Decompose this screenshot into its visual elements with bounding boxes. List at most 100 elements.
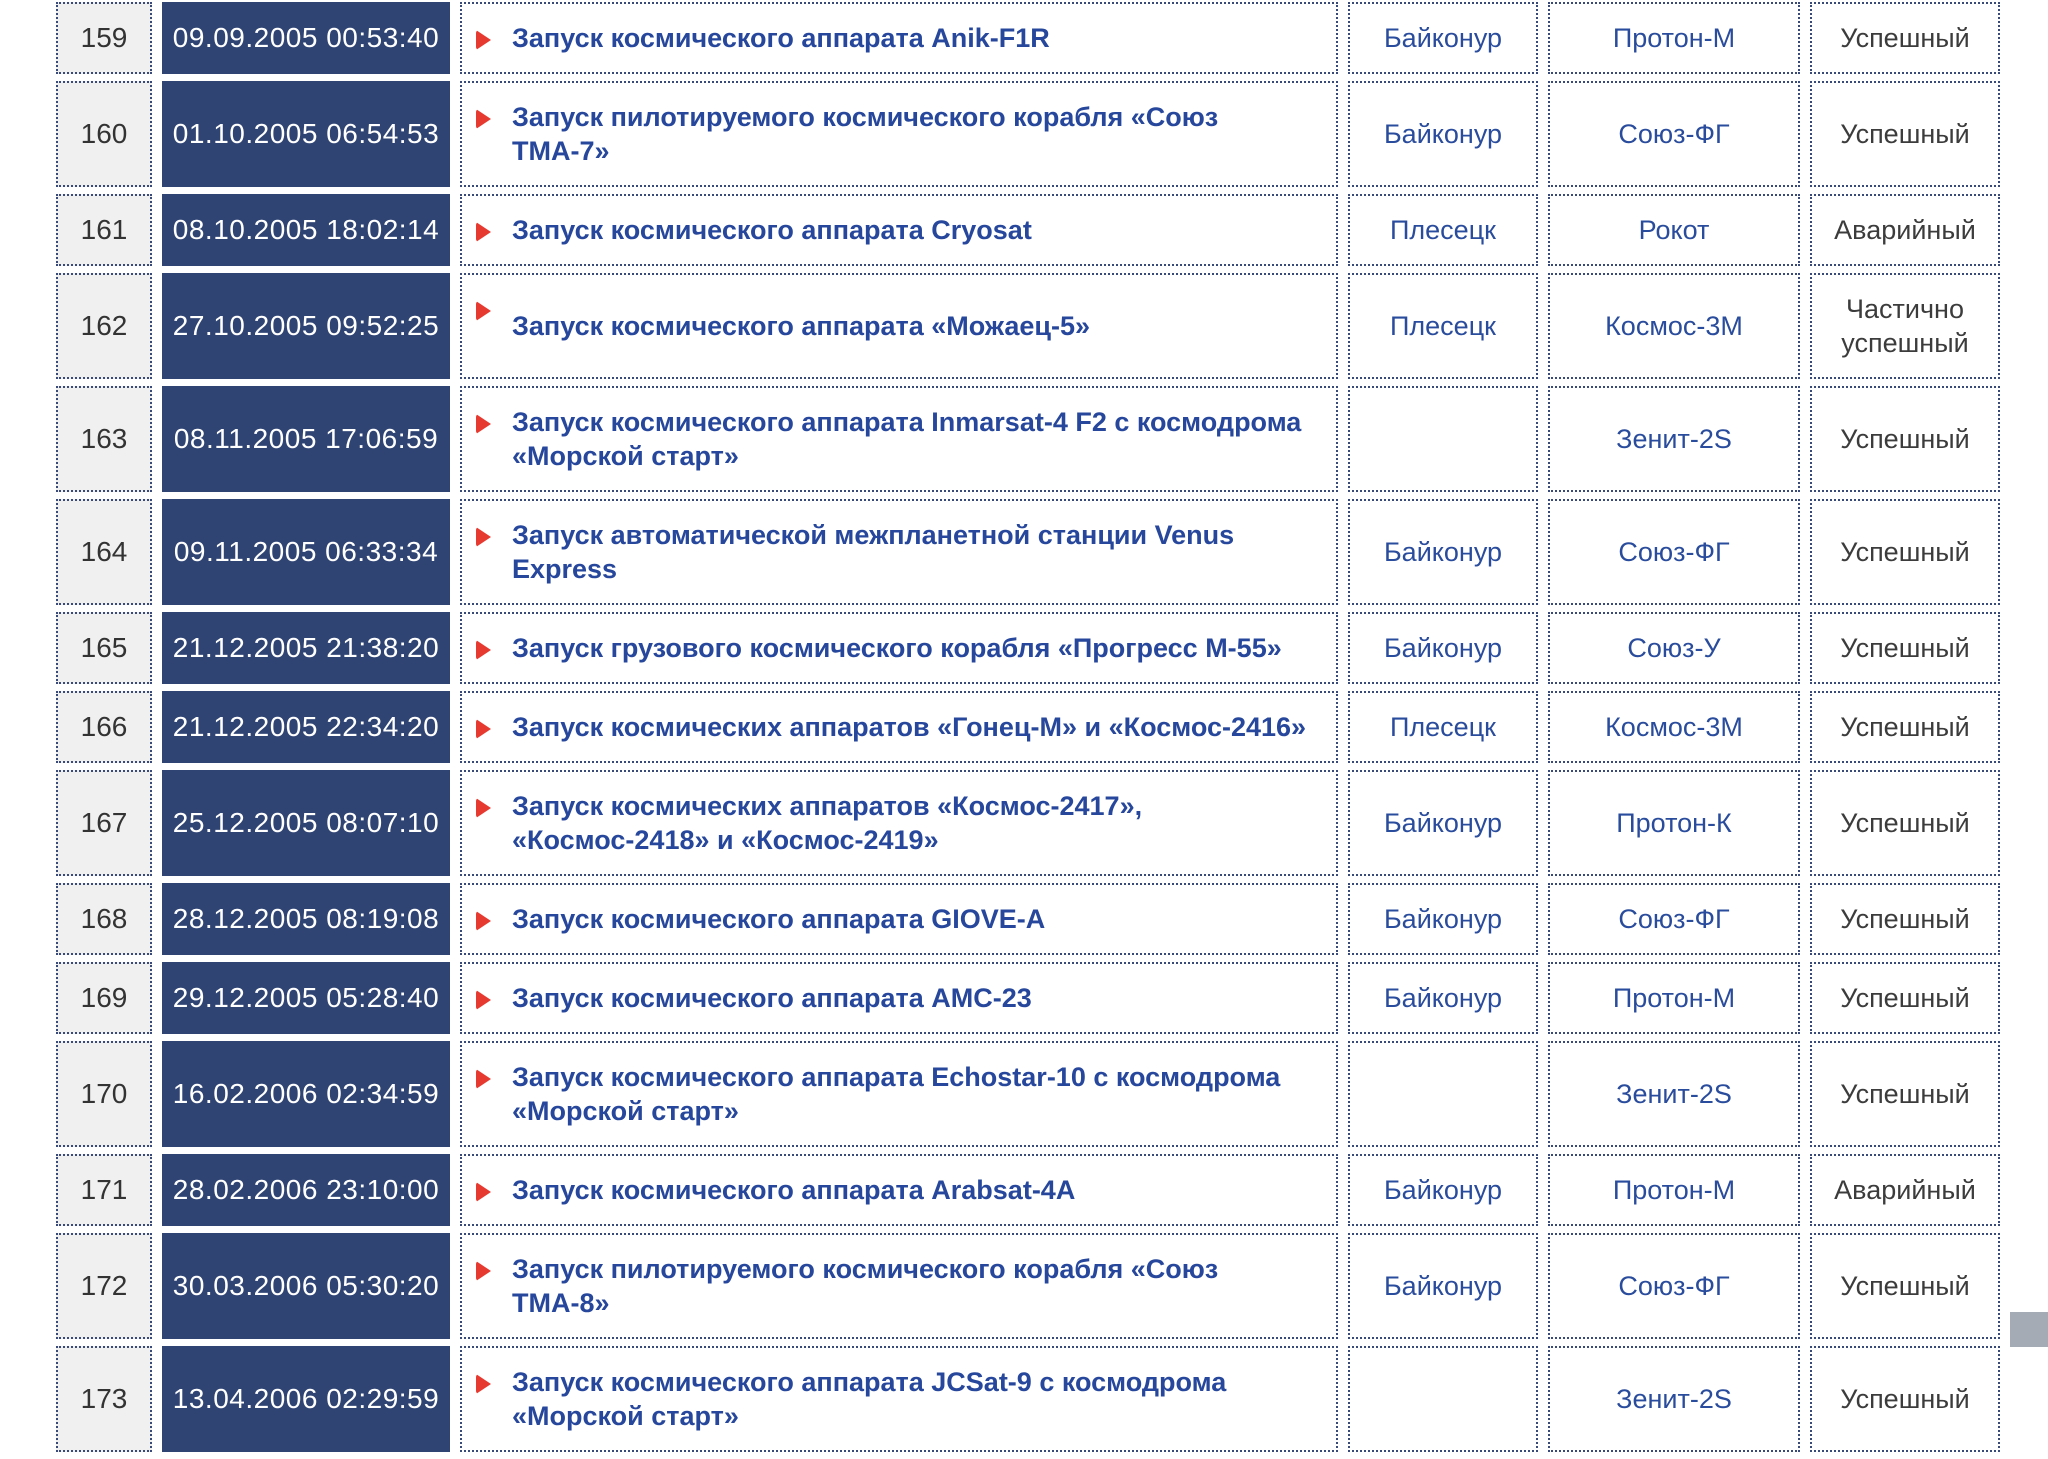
launch-datetime: 29.12.2005 05:28:40 xyxy=(172,982,440,1013)
launch-site: Плесецк xyxy=(1390,215,1496,245)
launch-datetime-cell: 21.12.2005 22:34:20 xyxy=(162,691,450,763)
rocket-cell: Космос-3М xyxy=(1548,691,1800,763)
launch-datetime: 21.12.2005 21:38:20 xyxy=(172,632,440,663)
launch-site-cell: Байконур xyxy=(1348,1154,1538,1226)
launch-site-cell: Байконур xyxy=(1348,962,1538,1034)
launch-description-link[interactable]: Запуск космического аппарата AMC-23 xyxy=(512,983,1032,1013)
launch-description-cell: Запуск космического аппарата Cryosat xyxy=(460,194,1338,266)
row-number-cell: 171 xyxy=(56,1154,152,1226)
launch-datetime-cell: 16.02.2006 02:34:59 xyxy=(162,1041,450,1147)
launch-datetime: 21.12.2005 22:34:20 xyxy=(172,711,440,742)
launch-description-link[interactable]: Запуск космического аппарата Echostar-10… xyxy=(512,1062,1281,1126)
launch-description-link[interactable]: Запуск космических аппаратов «Космос-241… xyxy=(512,791,1143,855)
launch-description-link[interactable]: Запуск космического аппарата Anik-F1R xyxy=(512,23,1050,53)
launch-description-link[interactable]: Запуск пилотируемого космического корабл… xyxy=(512,102,1219,166)
rocket-name: Протон-М xyxy=(1612,1175,1736,1205)
status-cell: Успешный xyxy=(1810,386,2000,492)
launch-description-link[interactable]: Запуск космического аппарата «Можаец-5» xyxy=(512,311,1091,341)
rocket-cell: Союз-У xyxy=(1548,612,1800,684)
status-cell: Успешный xyxy=(1810,962,2000,1034)
launch-description-cell: Запуск космического аппарата GIOVE-A xyxy=(460,883,1338,955)
rocket-name: Зенит-2S xyxy=(1616,1079,1732,1109)
row-number-cell: 164 xyxy=(56,499,152,605)
launch-site-cell xyxy=(1348,1041,1538,1147)
launch-site-cell: Байконур xyxy=(1348,770,1538,876)
launch-site-cell: Байконур xyxy=(1348,1233,1538,1339)
launch-site: Байконур xyxy=(1383,23,1503,53)
status-text: Успешный xyxy=(1840,808,1970,838)
row-number-cell: 163 xyxy=(56,386,152,492)
launch-row: 172 30.03.2006 05:30:20 Запуск пилотируе… xyxy=(56,1233,2000,1339)
rocket-cell: Протон-М xyxy=(1548,1154,1800,1226)
bullet-arrow-icon xyxy=(476,109,491,129)
launch-table: 159 09.09.2005 00:53:40 Запуск космическ… xyxy=(46,0,2010,1459)
launch-datetime: 09.09.2005 00:53:40 xyxy=(172,22,440,53)
bullet-arrow-icon xyxy=(476,719,491,739)
launch-site: Плесецк xyxy=(1390,712,1496,742)
status-cell: Успешный xyxy=(1810,612,2000,684)
status-text: Успешный xyxy=(1840,424,1970,454)
launch-row: 164 09.11.2005 06:33:34 Запуск автоматич… xyxy=(56,499,2000,605)
row-number-cell: 166 xyxy=(56,691,152,763)
status-cell: Успешный xyxy=(1810,1041,2000,1147)
row-number: 166 xyxy=(80,711,128,742)
rocket-name: Космос-3М xyxy=(1605,712,1743,742)
launch-site-cell: Байконур xyxy=(1348,499,1538,605)
launch-site-cell: Плесецк xyxy=(1348,194,1538,266)
row-number-cell: 168 xyxy=(56,883,152,955)
row-number: 168 xyxy=(80,903,128,934)
row-number-cell: 161 xyxy=(56,194,152,266)
launch-description-link[interactable]: Запуск космического аппарата Inmarsat-4 … xyxy=(512,407,1302,471)
launch-description-cell: Запуск космического аппарата AMC-23 xyxy=(460,962,1338,1034)
launch-description-cell: Запуск космического аппарата Arabsat-4A xyxy=(460,1154,1338,1226)
rocket-name: Союз-ФГ xyxy=(1618,119,1730,149)
launch-row: 166 21.12.2005 22:34:20 Запуск космическ… xyxy=(56,691,2000,763)
rocket-name: Союз-ФГ xyxy=(1618,537,1730,567)
status-text: Успешный xyxy=(1840,23,1970,53)
launch-description-link[interactable]: Запуск космических аппаратов «Гонец-М» и… xyxy=(512,712,1307,742)
launch-site-cell: Плесецк xyxy=(1348,273,1538,379)
rocket-name: Рокот xyxy=(1638,215,1710,245)
launch-row: 160 01.10.2005 06:54:53 Запуск пилотируе… xyxy=(56,81,2000,187)
status-text: Успешный xyxy=(1840,1384,1970,1414)
rocket-cell: Космос-3М xyxy=(1548,273,1800,379)
launch-site: Байконур xyxy=(1383,904,1503,934)
status-cell: Успешный xyxy=(1810,499,2000,605)
row-number: 161 xyxy=(80,214,128,245)
row-number-cell: 159 xyxy=(56,2,152,74)
status-cell: Аварийный xyxy=(1810,1154,2000,1226)
rocket-cell: Союз-ФГ xyxy=(1548,499,1800,605)
bullet-arrow-icon xyxy=(476,1374,491,1394)
rocket-name: Зенит-2S xyxy=(1616,1384,1732,1414)
launch-description-link[interactable]: Запуск космического аппарата Arabsat-4A xyxy=(512,1175,1076,1205)
launch-site: Байконур xyxy=(1383,119,1503,149)
scrollbar-corner[interactable] xyxy=(2010,1312,2048,1347)
status-cell: Успешный xyxy=(1810,883,2000,955)
launch-description-link[interactable]: Запуск космического аппарата Cryosat xyxy=(512,215,1032,245)
rocket-name: Союз-ФГ xyxy=(1618,1271,1730,1301)
launch-description-link[interactable]: Запуск пилотируемого космического корабл… xyxy=(512,1254,1219,1318)
launch-datetime: 30.03.2006 05:30:20 xyxy=(172,1270,440,1301)
launch-datetime: 25.12.2005 08:07:10 xyxy=(172,807,440,838)
row-number-cell: 165 xyxy=(56,612,152,684)
launch-description-link[interactable]: Запуск автоматической межпланетной станц… xyxy=(512,520,1235,584)
launch-datetime-cell: 13.04.2006 02:29:59 xyxy=(162,1346,450,1452)
status-cell: Успешный xyxy=(1810,2,2000,74)
launch-datetime-cell: 08.10.2005 18:02:14 xyxy=(162,194,450,266)
row-number: 159 xyxy=(80,22,128,53)
row-number: 171 xyxy=(80,1174,128,1205)
launch-description-link[interactable]: Запуск грузового космического корабля «П… xyxy=(512,633,1282,663)
row-number: 173 xyxy=(80,1383,128,1414)
status-text: Успешный xyxy=(1840,537,1970,567)
launch-datetime-cell: 25.12.2005 08:07:10 xyxy=(162,770,450,876)
row-number: 172 xyxy=(80,1270,128,1301)
bullet-arrow-icon xyxy=(476,911,491,931)
status-text: Успешный xyxy=(1840,904,1970,934)
row-number: 165 xyxy=(80,632,128,663)
row-number-cell: 172 xyxy=(56,1233,152,1339)
launch-description-link[interactable]: Запуск космического аппарата JCSat-9 с к… xyxy=(512,1367,1227,1431)
launch-datetime: 28.02.2006 23:10:00 xyxy=(172,1174,440,1205)
bullet-arrow-icon xyxy=(476,990,491,1010)
launch-description-link[interactable]: Запуск космического аппарата GIOVE-A xyxy=(512,904,1046,934)
row-number: 163 xyxy=(80,423,128,454)
